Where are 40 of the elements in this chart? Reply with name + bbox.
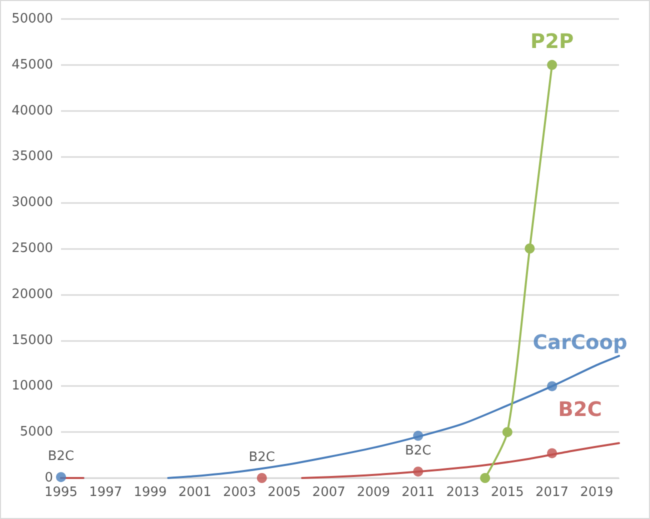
x-tick-label: 2015: [490, 485, 524, 500]
x-tick-label: 2009: [356, 485, 390, 500]
y-tick-label: 40000: [12, 103, 53, 118]
series-label: B2C: [558, 397, 602, 422]
y-tick-label: 35000: [12, 149, 53, 164]
x-tick-label: 1997: [89, 485, 122, 500]
x-tick-label: 2003: [223, 485, 256, 500]
point: [256, 473, 267, 483]
point: [413, 430, 424, 441]
y-tick-label: 25000: [12, 241, 53, 256]
annotation: B2C: [404, 444, 432, 459]
y-tick-label: 5000: [20, 424, 53, 440]
point: [547, 60, 558, 70]
y-tick-label: 10000: [12, 378, 53, 394]
x-tick-label: 2013: [446, 485, 480, 500]
x-tick-label: 2011: [402, 485, 435, 500]
point: [480, 473, 490, 483]
x-tick-label: 1995: [44, 485, 78, 500]
series-label: P2P: [530, 28, 574, 53]
series-label: CarCoop: [532, 330, 628, 354]
y-tick-label: 45000: [12, 57, 53, 72]
y-tick-label: 30000: [12, 195, 53, 210]
x-tick-label: 2005: [268, 485, 301, 500]
point: [547, 381, 558, 392]
point: [502, 427, 512, 438]
annotation: B2C: [248, 450, 276, 465]
y-tick-label: 0: [44, 470, 53, 486]
point: [524, 244, 535, 254]
x-tick-label: 2001: [178, 485, 212, 500]
y-tick-label: 50000: [12, 12, 53, 26]
x-tick-label: 2017: [535, 485, 569, 500]
x-tick-label: 2019: [580, 485, 614, 500]
x-tick-label: 2007: [312, 485, 346, 500]
point: [547, 448, 558, 458]
y-tick-label: 15000: [12, 332, 53, 348]
point: [56, 472, 66, 482]
annotation: B2C: [48, 449, 74, 464]
point: [413, 466, 424, 477]
y-tick-label: 20000: [12, 286, 53, 302]
x-tick-label: 1999: [134, 485, 167, 500]
